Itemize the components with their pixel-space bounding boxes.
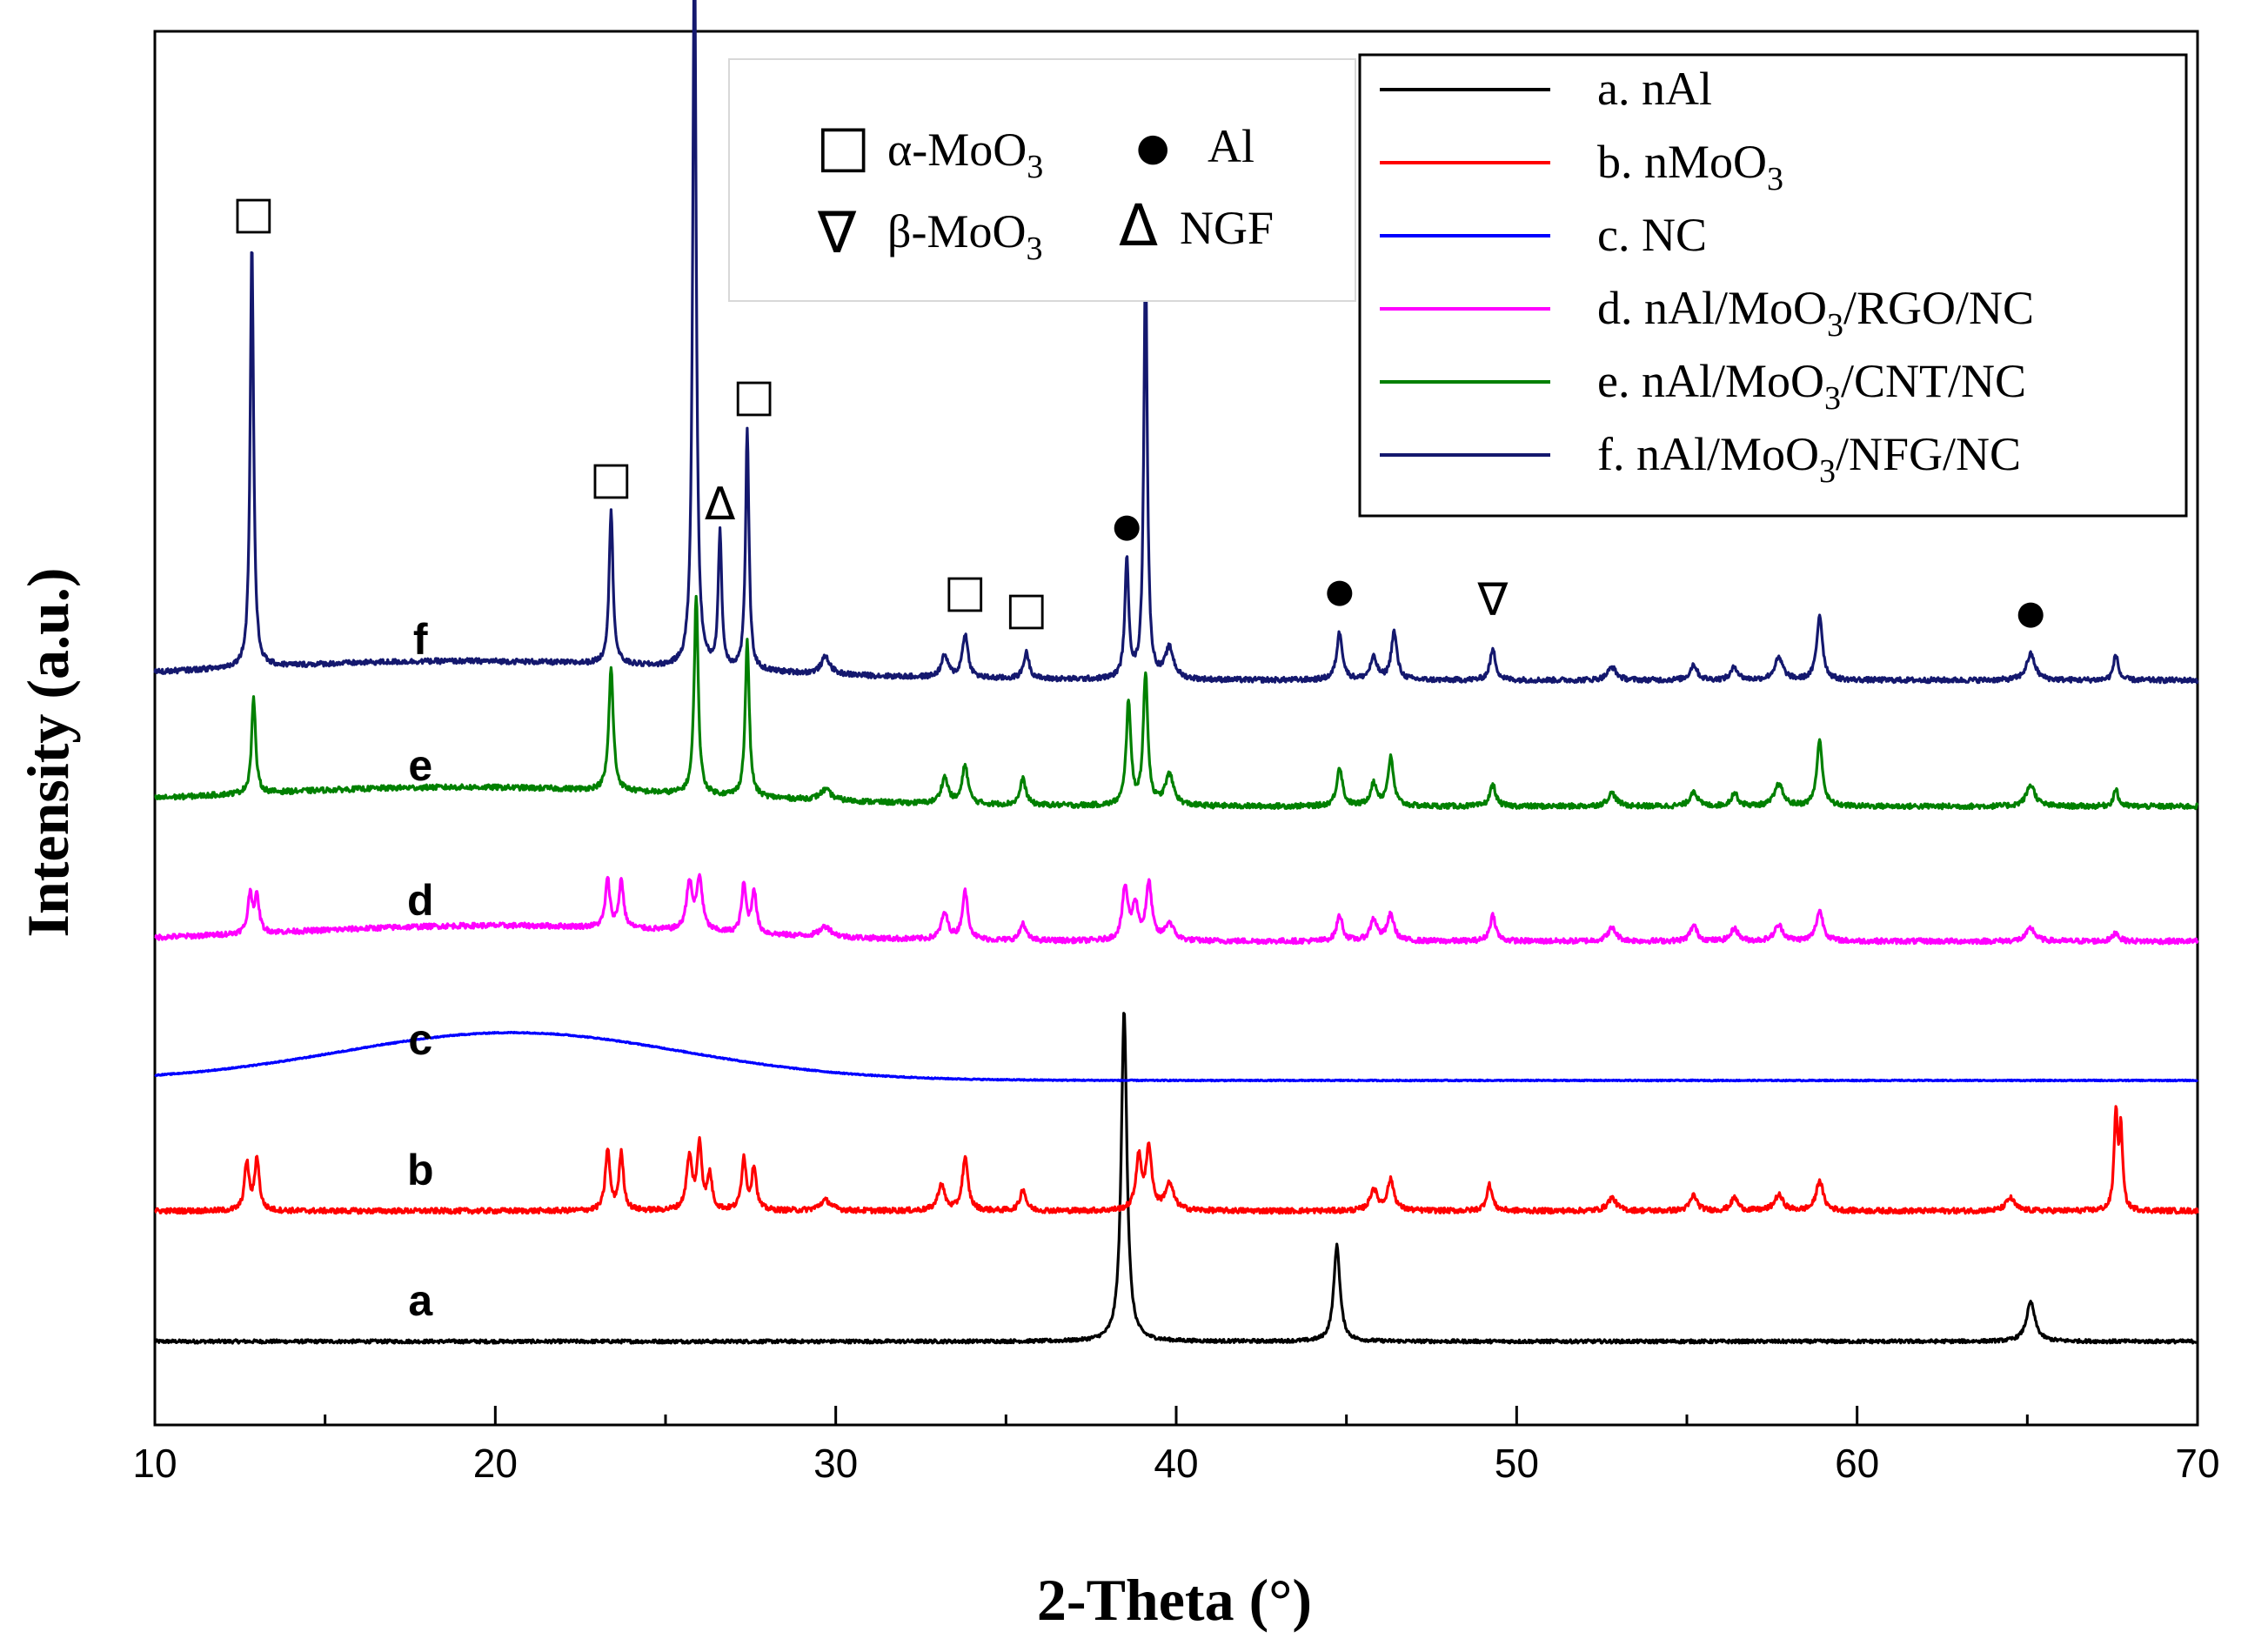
curves [153,0,2199,1345]
phase-label-beta-moo3: β-MoO3 [887,205,1042,267]
phase-label-ngf: NGF [1180,202,1274,254]
legend-label-d: d. nAl/MoO3/RGO/NC [1597,282,2034,344]
legend-label-a: a. nAl [1597,63,1712,115]
phase-marker: □ [733,370,775,422]
legend-label-b: b. nMoO3 [1597,136,1783,197]
phase-marker: ∇ [1477,574,1509,626]
series-legend: a. nAl b. nMoO3 c. NC d. nAl/MoO3/RGO/NC e. … [1358,53,2188,518]
phase-legend: □ α-MoO3 ● Al ∇ β-MoO3 Δ NGF [728,58,1356,302]
phase-legend-box [728,58,1356,302]
y-axis-title: Intensity (a.u.) [15,567,81,937]
curve-label-a: a [408,1276,433,1325]
series-line-d [154,873,2199,946]
phase-marker: ● [1113,506,1141,545]
up-triangle-marker-icon: Δ [1119,192,1158,259]
series-line-f [153,0,2199,685]
phase-annotations: □□□Δ□□□●□●∇● [232,187,2045,635]
phase-marker: □ [232,187,275,239]
legend-label-c: c. NC [1597,209,1707,261]
x-tick-label: 60 [1835,1441,1879,1486]
series-line-c [154,1030,2198,1083]
curve-label-b: b [407,1146,434,1194]
x-tick-label: 30 [813,1441,858,1486]
legend-label-f: f. nAl/MoO3/NFG/NC [1597,428,2021,490]
phase-label-al: Al [1208,120,1254,172]
curve-labels: a b c d e f [407,615,434,1325]
curve-label-d: d [407,876,434,925]
x-tick-label: 20 [473,1441,518,1486]
square-marker-icon: □ [816,112,870,179]
phase-marker: Δ [705,478,736,531]
legend-label-e: e. nAl/MoO3/CNT/NC [1597,355,2026,417]
series-legend-box [1358,53,2188,518]
curve-label-f: f [413,615,428,664]
down-triangle-marker-icon: ∇ [817,199,857,266]
x-axis-ticks: 10 20 30 40 50 60 70 [132,1406,2220,1486]
x-tick-label: 40 [1154,1441,1198,1486]
curve-label-c: c [408,1015,432,1064]
phase-marker: ● [2017,593,2045,632]
series-line-e [154,594,2199,811]
curve-label-e: e [408,741,432,790]
filled-circle-marker-icon: ● [1136,125,1169,170]
phase-marker: □ [590,452,632,505]
phase-label-alpha-moo3: α-MoO3 [887,124,1043,185]
x-tick-label: 70 [2175,1441,2219,1486]
series-line-b [154,1105,2199,1215]
x-tick-label: 10 [132,1441,177,1486]
x-axis-title: 2-Theta (°) [1037,1567,1312,1633]
phase-marker: □ [1005,583,1047,635]
phase-marker: ● [1325,572,1354,610]
x-tick-label: 50 [1495,1441,1539,1486]
series-line-a [153,1012,2199,1345]
phase-marker: □ [944,565,987,618]
